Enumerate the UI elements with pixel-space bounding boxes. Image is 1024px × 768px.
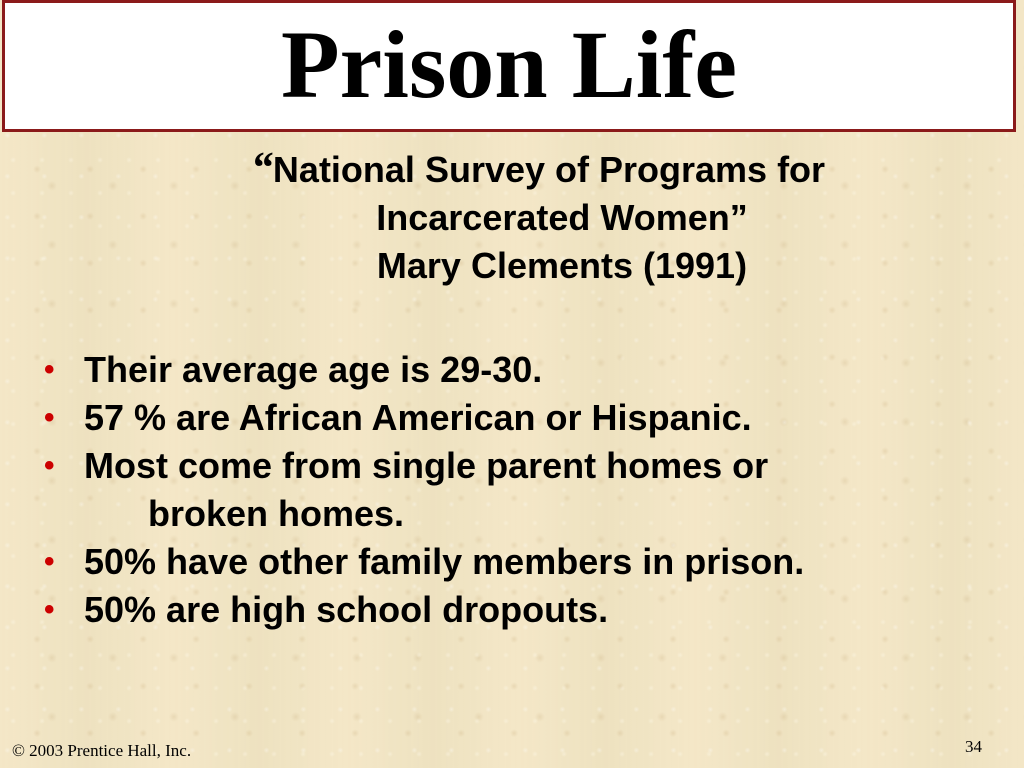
bullet-item: • Their average age is 29-30. xyxy=(42,346,1012,394)
bullet-text: Most come from single parent homes or xyxy=(84,445,769,486)
subtitle-line-1: “National Survey of Programs for xyxy=(52,144,1024,194)
open-quote: “ xyxy=(250,143,273,192)
subtitle-line-1-text: National Survey of Programs for xyxy=(272,149,826,190)
bullet-dot-icon: • xyxy=(44,545,55,578)
slide-title: Prison Life xyxy=(281,11,737,118)
subtitle-line-3: Mary Clements (1991) xyxy=(376,245,748,286)
bullet-text: 50% have other family members in prison. xyxy=(84,541,805,582)
bullet-item: • 57 % are African American or Hispanic. xyxy=(42,394,1012,442)
subtitle-line-2: Incarcerated Women” xyxy=(376,197,748,238)
title-box: Prison Life xyxy=(2,0,1016,132)
subtitle-citation: “National Survey of Programs for Incarce… xyxy=(0,144,1024,290)
copyright-footer: © 2003 Prentice Hall, Inc. xyxy=(12,741,192,760)
bullet-dot-icon: • xyxy=(44,593,55,626)
page-number: 34 xyxy=(965,737,982,756)
bullet-item: • Most come from single parent homes or … xyxy=(42,442,1012,538)
bullet-dot-icon: • xyxy=(44,401,55,434)
bullet-continuation: broken homes. xyxy=(148,493,405,534)
bullet-text: 50% are high school dropouts. xyxy=(84,589,609,630)
bullet-dot-icon: • xyxy=(44,353,55,386)
bullet-item: • 50% have other family members in priso… xyxy=(42,538,1012,586)
bullet-list: • Their average age is 29-30. • 57 % are… xyxy=(42,346,1012,634)
bullet-text: Their average age is 29-30. xyxy=(84,349,543,390)
bullet-text: 57 % are African American or Hispanic. xyxy=(84,397,752,438)
bullet-dot-icon: • xyxy=(44,449,55,482)
bullet-item: • 50% are high school dropouts. xyxy=(42,586,1012,634)
